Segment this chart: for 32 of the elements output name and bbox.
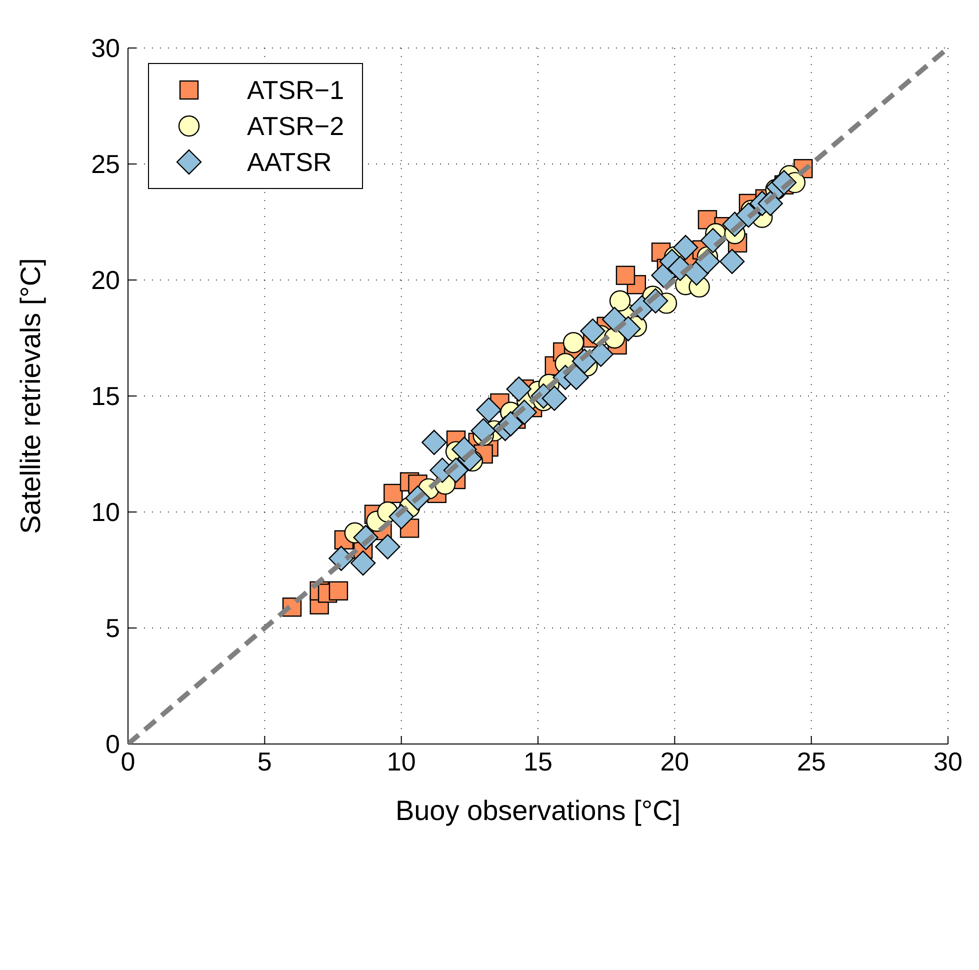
point: [564, 364, 589, 390]
point: [673, 234, 698, 260]
point: [719, 248, 745, 274]
point: [588, 342, 614, 367]
legend-label: AATSR: [247, 146, 332, 178]
y-tick-label: 10: [91, 497, 120, 528]
point: [328, 581, 348, 600]
y-tick-label: 25: [91, 149, 120, 180]
x-tick-label: 10: [386, 746, 416, 776]
point: [506, 376, 532, 402]
point: [542, 386, 567, 411]
x-tick-label: 15: [524, 746, 552, 776]
point: [422, 430, 447, 455]
x-tick-label: 30: [934, 746, 962, 776]
point: [350, 550, 376, 576]
y-tick-label: 15: [91, 381, 120, 412]
legend-label: ATSR−2: [247, 110, 344, 142]
point: [580, 318, 606, 344]
x-axis-title: Buoy observations [°C]: [395, 795, 681, 826]
point: [476, 397, 502, 423]
x-tick-label: 5: [257, 746, 272, 776]
legend-label: ATSR−1: [247, 74, 344, 106]
y-tick-label: 30: [91, 33, 120, 64]
point: [616, 266, 636, 285]
point: [562, 332, 584, 354]
y-tick-label: 20: [91, 265, 120, 296]
point: [609, 290, 631, 312]
x-tick-label: 20: [660, 746, 690, 776]
y-axis-title: Satellite retrievals [°C]: [14, 258, 46, 534]
x-tick-label: 25: [796, 746, 826, 776]
y-tick-label: 5: [106, 613, 120, 644]
point: [375, 534, 400, 560]
